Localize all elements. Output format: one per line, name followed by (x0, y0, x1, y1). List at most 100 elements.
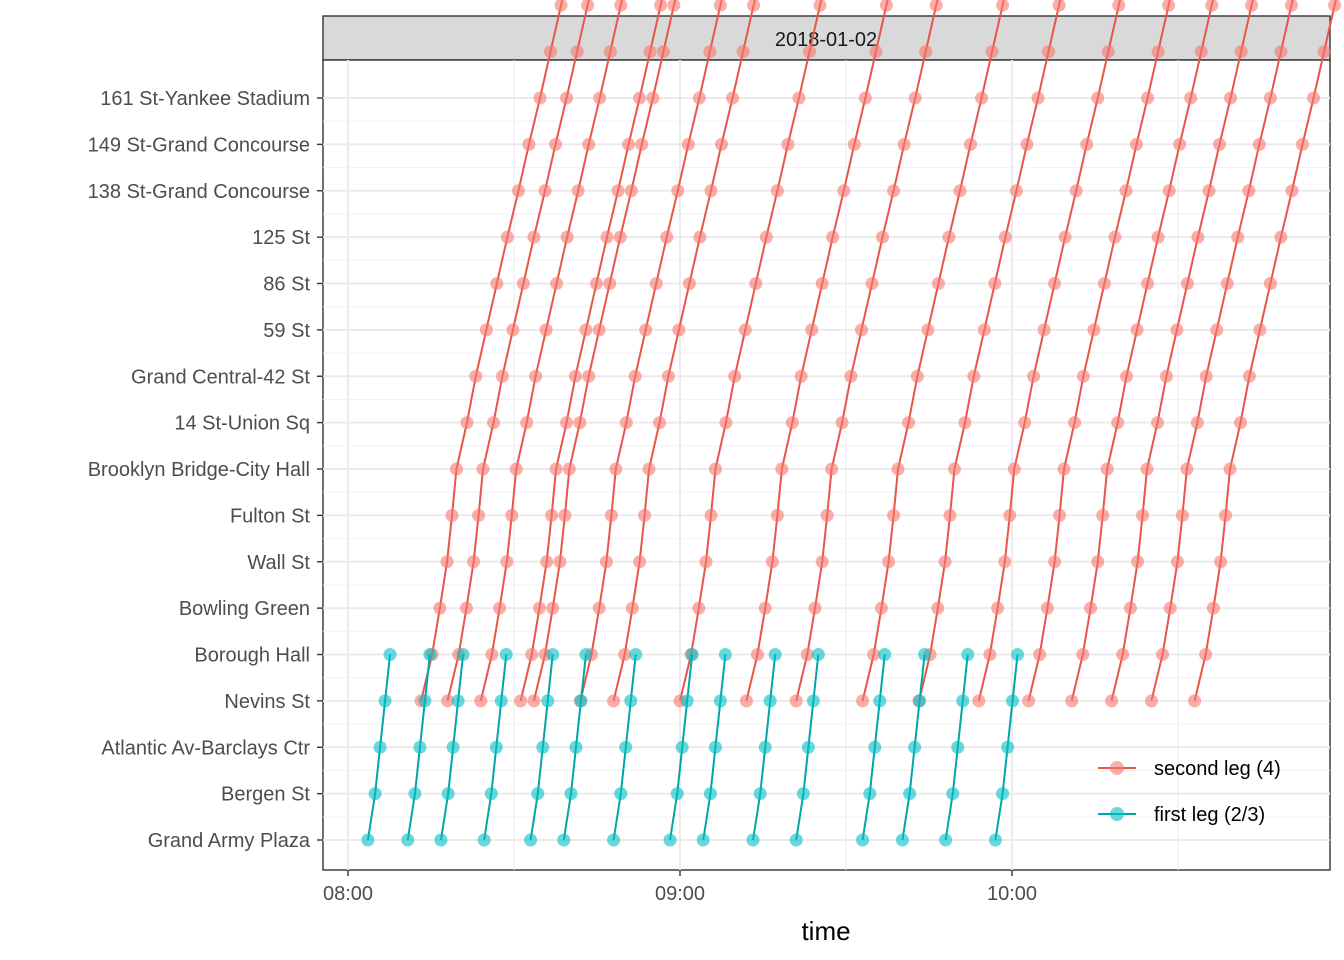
trip-point (1011, 648, 1025, 661)
trip-point (550, 277, 564, 290)
legend-marker-second-leg (1110, 761, 1124, 775)
trip-point (801, 740, 815, 754)
trip-point (815, 555, 829, 569)
trip-point (654, 0, 668, 12)
y-tick-label: Bergen St (221, 784, 310, 806)
trip-point (1223, 462, 1237, 476)
y-tick-label: Borough Hall (194, 645, 310, 667)
trip-point (560, 230, 574, 244)
trip-point (445, 508, 459, 522)
trip-point (541, 694, 555, 708)
series-0 (414, 0, 1342, 708)
trip-point (1328, 0, 1342, 12)
trip-point (1159, 369, 1173, 383)
trip-point (1194, 45, 1208, 59)
trip-point (918, 648, 932, 661)
trip-point (1180, 277, 1194, 290)
trip-point (500, 230, 514, 244)
trip-point (991, 601, 1005, 615)
trip-point (1040, 601, 1054, 615)
trip-point (759, 230, 773, 244)
trip-point (931, 601, 945, 615)
trip-point (1213, 137, 1226, 151)
trip-point (562, 462, 576, 476)
trip-point (699, 555, 713, 569)
trip-point (653, 416, 667, 430)
trip-point (811, 648, 825, 661)
trip-point (874, 601, 888, 615)
trip-point (479, 323, 493, 337)
trip-point (625, 601, 639, 615)
trip-point (826, 230, 840, 244)
trip-point (1162, 0, 1176, 12)
y-axis: Grand Army Plaza Bergen St Atlantic Av-Bar… (88, 88, 323, 852)
y-tick-label: 14 St-Union Sq (174, 413, 310, 435)
trip-point (996, 0, 1010, 12)
trip-point (1231, 230, 1245, 244)
trip-point (879, 0, 893, 12)
trip-point (785, 416, 799, 430)
trip-point (670, 787, 684, 801)
trip-point (635, 137, 649, 151)
trip-point (619, 416, 633, 430)
trip-point (908, 740, 922, 754)
trip-point (938, 555, 952, 569)
y-tick-label: 138 St-Grand Concourse (88, 181, 310, 203)
trip-point (440, 555, 454, 569)
trip-point (434, 833, 448, 847)
trip-point (1234, 416, 1248, 430)
trip-point (1006, 694, 1020, 708)
trip-point (511, 184, 525, 198)
trip-point (663, 833, 677, 847)
trip-point (532, 601, 546, 615)
trip-point (763, 694, 777, 708)
trip-point (728, 369, 742, 383)
trip-point (775, 462, 789, 476)
trip-point (1116, 648, 1130, 661)
trip-point (1037, 323, 1051, 337)
series-1 (361, 648, 1025, 847)
trip-point (765, 555, 779, 569)
trip-point (441, 787, 455, 801)
y-tick-label: Wall St (247, 552, 310, 574)
trip-point (1199, 648, 1213, 661)
trip-point (921, 323, 935, 337)
trip-point (441, 694, 455, 708)
trip-point (680, 694, 694, 708)
trip-point (739, 694, 753, 708)
trip-point (682, 277, 696, 290)
trip-point (546, 648, 560, 661)
trip-point (913, 694, 927, 708)
trip-point (527, 230, 541, 244)
trip-point (624, 694, 638, 708)
trip-point (844, 369, 858, 383)
trip-point (574, 694, 588, 708)
trip-point (947, 462, 961, 476)
trip-point (1053, 508, 1067, 522)
trip-point (1242, 184, 1256, 198)
trip-point (736, 45, 750, 59)
trip-point (408, 787, 422, 801)
trip-point (758, 740, 772, 754)
trip-point (789, 694, 803, 708)
trip-point (1151, 230, 1165, 244)
trip-point (1220, 277, 1234, 290)
trip-point (919, 45, 933, 59)
trip-point (524, 833, 538, 847)
trip-point (837, 184, 851, 198)
trip-point (770, 508, 784, 522)
trip-point (1027, 369, 1041, 383)
trip-point (614, 787, 628, 801)
trip-point (820, 508, 834, 522)
trip-point (1242, 369, 1256, 383)
trip-point (749, 277, 763, 290)
trip-point (1048, 277, 1062, 290)
trip-point (781, 137, 795, 151)
trip-point (592, 323, 606, 337)
trip-point (545, 508, 559, 522)
y-tick-label: Grand Army Plaza (148, 830, 311, 852)
trip-point (1170, 323, 1184, 337)
trip-point (649, 277, 663, 290)
trip-point (573, 416, 587, 430)
trip-point (549, 462, 563, 476)
